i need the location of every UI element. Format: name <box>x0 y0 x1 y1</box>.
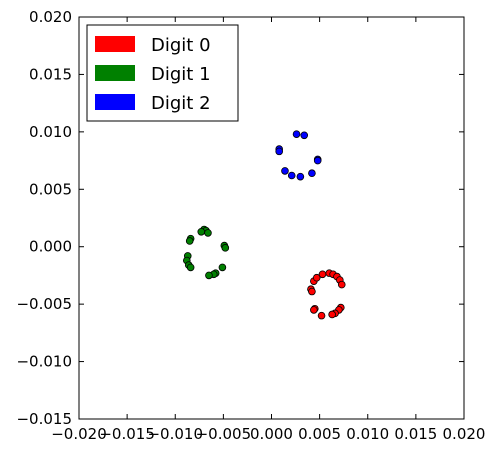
data-point <box>296 172 305 181</box>
series-digit-1 <box>183 225 230 280</box>
x-tick-label: 0.005 <box>298 425 341 443</box>
data-point <box>221 244 230 252</box>
data-point <box>186 263 195 272</box>
y-tick-label: 0.010 <box>29 123 72 141</box>
series-digit-2 <box>275 130 322 181</box>
data-point <box>337 280 346 289</box>
legend-swatch <box>95 94 135 110</box>
x-tick-label: 0.020 <box>443 425 486 443</box>
data-point <box>275 147 284 156</box>
x-tick-label: −0.005 <box>196 425 252 443</box>
data-point <box>310 306 318 314</box>
data-point <box>312 273 321 282</box>
legend-swatch <box>95 36 135 52</box>
legend-label: Digit 1 <box>151 64 211 85</box>
y-tick-label: 0.020 <box>29 8 72 26</box>
data-point <box>328 310 336 319</box>
data-point <box>308 287 316 296</box>
data-point <box>300 131 309 140</box>
data-point <box>292 130 301 138</box>
data-point <box>287 171 296 180</box>
data-point <box>313 156 322 165</box>
x-tick-label: 0.010 <box>346 425 389 443</box>
x-tick-label: 0.000 <box>250 425 293 443</box>
legend-label: Digit 0 <box>151 35 211 56</box>
data-point <box>218 263 227 272</box>
x-tick-label: 0.015 <box>394 425 437 443</box>
data-point <box>204 229 212 237</box>
data-point <box>185 237 194 245</box>
data-point <box>205 271 213 280</box>
y-tick-label: −0.010 <box>16 353 72 371</box>
plot-frame <box>78 16 465 420</box>
y-tick-label: −0.015 <box>16 410 72 428</box>
data-points <box>183 130 346 320</box>
data-point <box>318 270 327 279</box>
x-tick-label: −0.015 <box>99 425 155 443</box>
y-tick-label: −0.005 <box>16 295 72 313</box>
y-tick-label: 0.015 <box>29 65 72 83</box>
legend: Digit 0 Digit 1 Digit 2 <box>86 24 239 122</box>
data-point <box>281 167 289 175</box>
data-point <box>308 169 316 178</box>
y-tick-label: 0.005 <box>29 180 72 198</box>
x-tick-label: −0.010 <box>147 425 203 443</box>
legend-label: Digit 2 <box>151 93 211 114</box>
data-point <box>317 311 326 320</box>
legend-swatch <box>95 65 135 81</box>
x-tick-label: −0.020 <box>51 425 107 443</box>
y-tick-label: 0.000 <box>29 238 72 256</box>
data-point <box>197 227 206 236</box>
series-digit-0 <box>307 269 346 320</box>
